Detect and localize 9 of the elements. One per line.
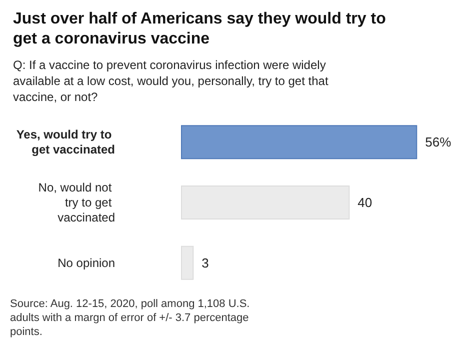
y-tick-label: No opinion xyxy=(58,256,115,270)
data-label: 3 xyxy=(202,255,209,270)
data-label: 56% xyxy=(425,134,452,150)
chart-title: Just over half of Americans say they would try to get a coronavirus vaccine xyxy=(13,10,390,48)
data-label: 40 xyxy=(358,195,372,210)
y-tick-label: Yes, would try to get vaccinated xyxy=(16,128,115,157)
chart-subtitle: Q: If a vaccine to prevent coronavirus infection were widely available at a low cost, would you, personally, try to get that vaccine, or not? xyxy=(13,58,332,104)
y-tick-label: No, would not try to get vaccinated xyxy=(38,180,115,224)
source-note: Source: Aug. 12-15, 2020, poll among 1,108 U.S. adults with a margn of error of +/- 3.7 percentage points. xyxy=(10,298,253,338)
